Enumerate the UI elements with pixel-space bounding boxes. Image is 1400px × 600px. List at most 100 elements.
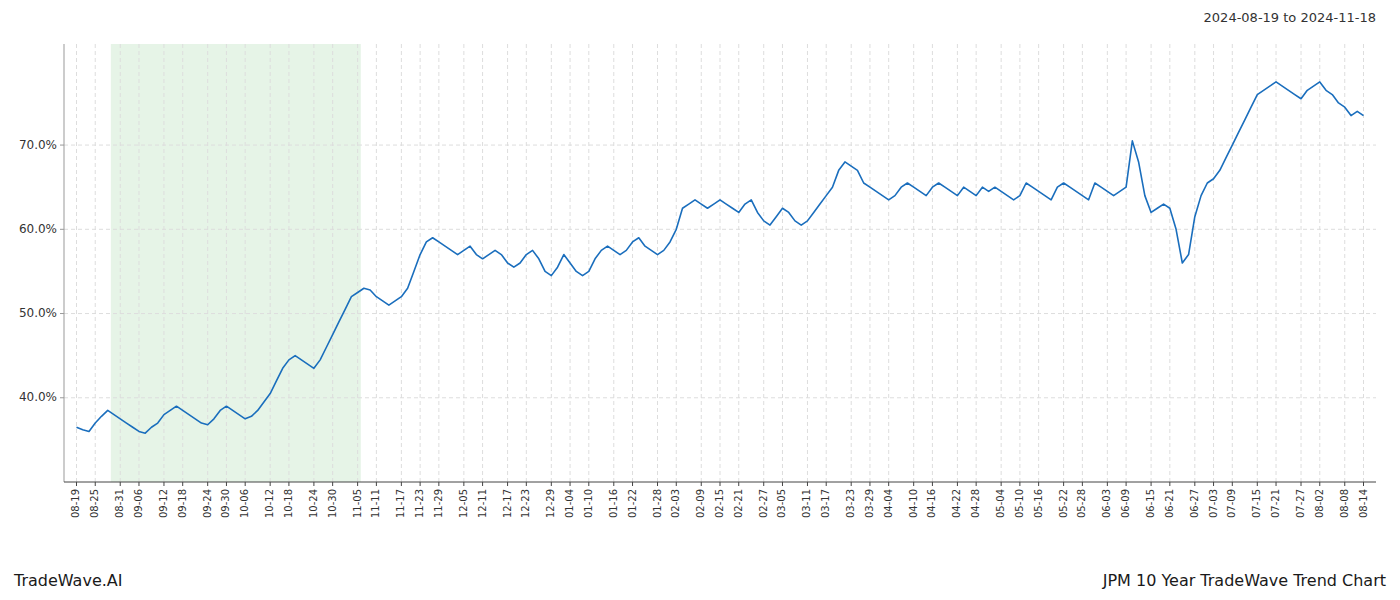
x-tick-label: 08-31: [114, 489, 125, 518]
grid-line-x: [1276, 44, 1277, 482]
x-tick: [438, 482, 439, 486]
x-tick: [1213, 482, 1214, 486]
x-tick: [120, 482, 121, 486]
grid-line-x: [588, 44, 589, 482]
x-tick-label: 03-11: [801, 489, 812, 518]
x-tick-label: 03-29: [864, 489, 875, 518]
footer-left: TradeWave.AI: [13, 571, 122, 590]
x-tick-label: 05-28: [1076, 489, 1087, 518]
x-tick: [613, 482, 614, 486]
grid-line-x: [463, 44, 464, 482]
chart: 40.0%50.0%60.0%70.0%08-1908-2508-3109-06…: [0, 0, 1400, 600]
x-tick-label: 08-25: [89, 489, 100, 518]
grid-line-x: [401, 44, 402, 482]
x-tick: [1194, 482, 1195, 486]
x-tick: [932, 482, 933, 486]
x-tick-label: 08-08: [1339, 489, 1350, 518]
grid-line-x: [420, 44, 421, 482]
grid-line-x: [1363, 44, 1364, 482]
x-tick: [332, 482, 333, 486]
grid-line-x: [807, 44, 808, 482]
x-tick-label: 05-04: [995, 489, 1006, 518]
grid-line-x: [526, 44, 527, 482]
x-tick-label: 01-28: [652, 489, 663, 518]
x-tick-label: 09-12: [158, 489, 169, 518]
x-tick: [1344, 482, 1345, 486]
x-tick: [270, 482, 271, 486]
x-tick: [1082, 482, 1083, 486]
x-tick-label: 06-03: [1101, 489, 1112, 518]
x-tick-label: 10-12: [264, 489, 275, 518]
x-tick: [976, 482, 977, 486]
grid-line-x: [245, 44, 246, 482]
x-tick-label: 09-24: [202, 489, 213, 518]
grid-line-x: [1038, 44, 1039, 482]
grid-line-x: [270, 44, 271, 482]
x-tick: [1019, 482, 1020, 486]
grid-line-x: [1001, 44, 1002, 482]
x-tick-label: 12-29: [545, 489, 556, 518]
x-tick: [657, 482, 658, 486]
x-tick-label: 12-05: [458, 489, 469, 518]
grid-line-x: [1063, 44, 1064, 482]
x-tick: [588, 482, 589, 486]
x-tick: [163, 482, 164, 486]
grid-line-x: [1257, 44, 1258, 482]
x-tick: [826, 482, 827, 486]
x-tick-label: 11-05: [352, 489, 363, 518]
y-tick-label: 50.0%: [19, 306, 57, 320]
x-tick: [401, 482, 402, 486]
x-tick-label: 02-27: [758, 489, 769, 518]
grid-line-x: [182, 44, 183, 482]
x-tick-label: 06-09: [1120, 489, 1131, 518]
x-tick: [807, 482, 808, 486]
x-tick: [763, 482, 764, 486]
grid-line-x: [207, 44, 208, 482]
x-tick-label: 04-28: [970, 489, 981, 518]
x-tick-label: 03-23: [845, 489, 856, 518]
x-tick-label: 09-30: [220, 489, 231, 518]
grid-line-x: [376, 44, 377, 482]
x-tick-label: 06-15: [1145, 489, 1156, 518]
x-tick: [1107, 482, 1108, 486]
x-tick-label: 06-27: [1189, 489, 1200, 518]
grid-line-x: [1344, 44, 1345, 482]
x-tick: [507, 482, 508, 486]
x-tick: [1063, 482, 1064, 486]
x-tick: [1232, 482, 1233, 486]
x-tick-label: 02-09: [695, 489, 706, 518]
x-tick: [888, 482, 889, 486]
grid-line-x: [888, 44, 889, 482]
x-tick: [570, 482, 571, 486]
x-tick: [182, 482, 183, 486]
grid-line-x: [738, 44, 739, 482]
x-tick-label: 07-03: [1208, 489, 1219, 518]
x-tick: [1301, 482, 1302, 486]
x-tick-label: 11-23: [414, 489, 425, 518]
x-tick: [1126, 482, 1127, 486]
x-tick-label: 11-17: [395, 489, 406, 518]
x-tick-label: 01-10: [583, 489, 594, 518]
grid-line-x: [632, 44, 633, 482]
x-tick: [138, 482, 139, 486]
grid-line-x: [869, 44, 870, 482]
grid-line-x: [1319, 44, 1320, 482]
grid-line-x: [1151, 44, 1152, 482]
x-tick-label: 05-22: [1058, 489, 1069, 518]
x-tick: [482, 482, 483, 486]
grid-line-x: [851, 44, 852, 482]
grid-line-x: [357, 44, 358, 482]
x-tick-label: 10-30: [327, 489, 338, 518]
grid-line-x: [313, 44, 314, 482]
x-tick-label: 12-17: [502, 489, 513, 518]
x-tick: [245, 482, 246, 486]
x-tick-label: 06-21: [1164, 489, 1175, 518]
grid-line-x: [657, 44, 658, 482]
grid-line-x: [932, 44, 933, 482]
grid-line-x: [613, 44, 614, 482]
x-tick: [1257, 482, 1258, 486]
y-tick: [60, 397, 64, 398]
x-tick: [526, 482, 527, 486]
grid-line-x: [1082, 44, 1083, 482]
x-tick-label: 03-05: [776, 489, 787, 518]
